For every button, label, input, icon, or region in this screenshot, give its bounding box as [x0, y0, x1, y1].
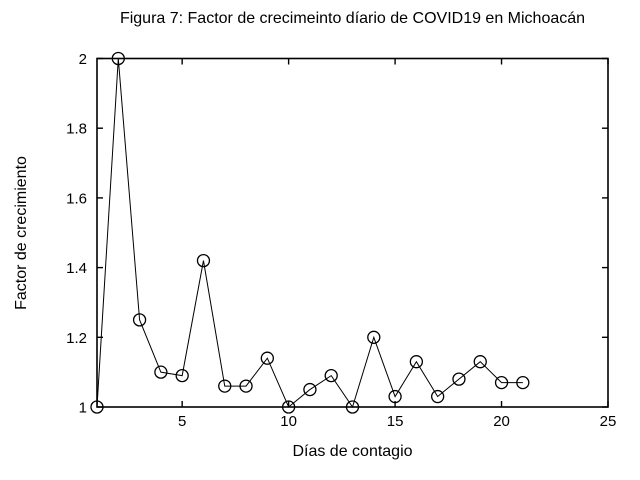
data-point-marker	[473, 355, 487, 369]
data-point-marker	[239, 379, 253, 393]
x-tick-label: 5	[178, 413, 186, 430]
data-point-marker	[132, 313, 147, 327]
data-point-marker	[303, 382, 317, 397]
data-point-marker	[452, 372, 466, 386]
y-tick-label: 1.2	[66, 330, 87, 347]
y-tick-label: 1.6	[66, 190, 87, 207]
data-point-marker	[516, 375, 530, 390]
data-point-marker	[111, 51, 125, 66]
x-tick-label: 15	[387, 413, 404, 430]
data-point-marker	[388, 389, 402, 404]
data-point-marker	[154, 365, 168, 379]
plot-box	[96, 57, 609, 408]
data-point-marker	[90, 400, 104, 414]
data-point-marker	[175, 368, 189, 383]
data-point-marker	[494, 375, 509, 390]
data-point-marker	[345, 400, 360, 414]
data-point-marker	[260, 351, 274, 365]
data-point-marker	[324, 368, 338, 383]
data-point-marker	[431, 389, 445, 404]
x-tick-label: 10	[280, 413, 297, 430]
data-line	[96, 58, 523, 409]
data-point-marker	[367, 330, 381, 344]
y-tick-label: 1	[79, 400, 87, 417]
y-tick-label: 1.8	[66, 121, 87, 138]
chart-title: Figura 7: Factor de crecimeinto díario d…	[119, 10, 586, 27]
data-point-marker	[281, 400, 296, 414]
data-point-marker	[409, 355, 424, 369]
x-axis-label: Días de contagio	[292, 443, 413, 460]
y-tick-label: 1.4	[66, 260, 87, 277]
x-tick-label: 20	[493, 413, 510, 430]
data-point-marker	[196, 253, 211, 268]
x-tick-label: 25	[600, 413, 617, 430]
data-point-marker	[218, 379, 232, 393]
y-tick-label: 2	[79, 51, 87, 68]
